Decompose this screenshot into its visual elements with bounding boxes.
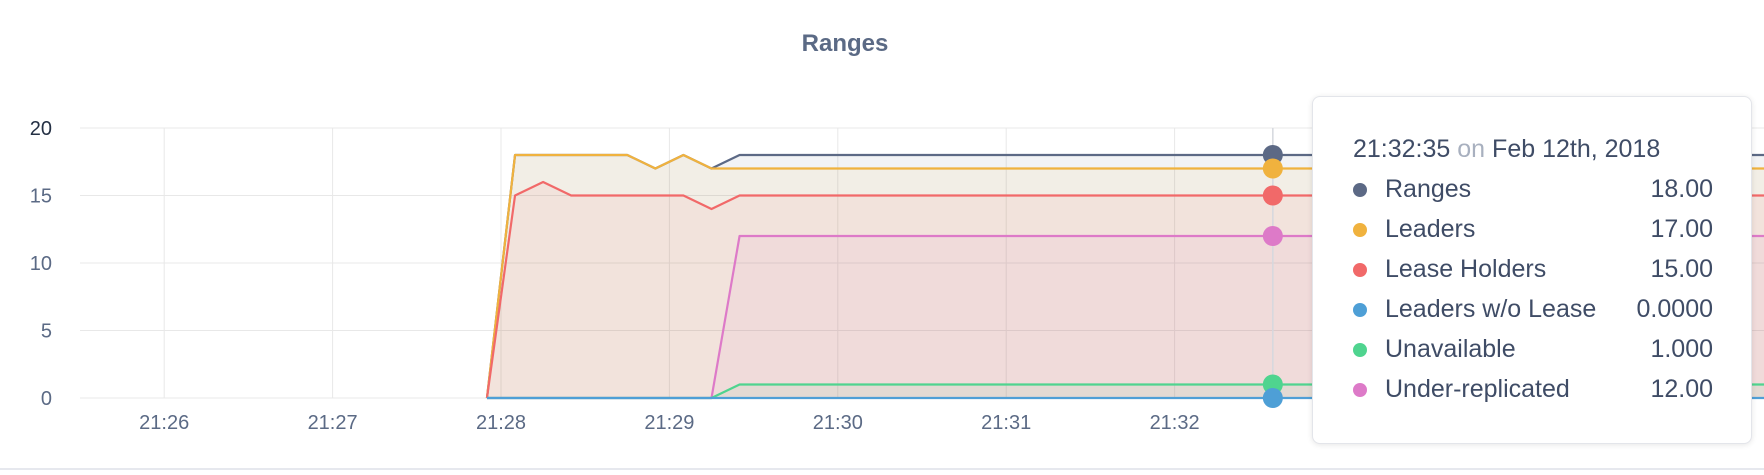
tooltip-series-value: 15.00 xyxy=(1650,255,1713,284)
y-tick-label: 10 xyxy=(30,253,52,275)
hover-marker xyxy=(1263,186,1283,206)
hover-marker xyxy=(1263,388,1283,408)
series-color-dot-icon xyxy=(1353,343,1367,357)
tooltip-series-value: 17.00 xyxy=(1650,215,1713,244)
y-tick-label: 0 xyxy=(41,388,52,410)
tooltip-series-name: Leaders w/o Lease xyxy=(1385,295,1596,324)
series-color-dot-icon xyxy=(1353,383,1367,397)
tooltip-date: Feb 12th, 2018 xyxy=(1492,135,1660,163)
tooltip-row: Lease Holders 15.00 xyxy=(1353,251,1713,291)
series-color-dot-icon xyxy=(1353,223,1367,237)
tooltip-on-word: on xyxy=(1457,135,1485,163)
y-tick-label: 15 xyxy=(30,186,52,208)
tooltip-row: Leaders 17.00 xyxy=(1353,211,1713,251)
x-tick-label: 21:29 xyxy=(644,412,694,434)
hover-marker xyxy=(1263,159,1283,179)
tooltip-time: 21:32:35 xyxy=(1353,135,1450,163)
x-tick-label: 21:31 xyxy=(981,412,1031,434)
tooltip-series-name: Unavailable xyxy=(1385,335,1516,364)
tooltip-series-name: Lease Holders xyxy=(1385,255,1546,284)
tooltip-row: Leaders w/o Lease 0.0000 xyxy=(1353,291,1713,331)
series-color-dot-icon xyxy=(1353,183,1367,197)
x-tick-label: 21:30 xyxy=(813,412,863,434)
x-tick-label: 21:28 xyxy=(476,412,526,434)
tooltip-series-name: Leaders xyxy=(1385,215,1475,244)
tooltip-series-name: Ranges xyxy=(1385,175,1471,204)
series-color-dot-icon xyxy=(1353,263,1367,277)
series-color-dot-icon xyxy=(1353,303,1367,317)
hover-marker xyxy=(1263,226,1283,246)
tooltip-series-value: 1.000 xyxy=(1650,335,1713,364)
x-tick-label: 21:26 xyxy=(139,412,189,434)
x-tick-label: 21:32 xyxy=(1150,412,1200,434)
tooltip-row: Unavailable 1.000 xyxy=(1353,331,1713,371)
tooltip-series-value: 0.0000 xyxy=(1637,295,1713,324)
hover-tooltip: 21:32:35 on Feb 12th, 2018 Ranges 18.00 Le… xyxy=(1312,96,1752,444)
tooltip-row: Under-replicated 12.00 xyxy=(1353,371,1713,411)
y-tick-label: 5 xyxy=(41,321,52,343)
tooltip-row: Ranges 18.00 xyxy=(1353,171,1713,211)
y-tick-label: 20 xyxy=(30,118,52,140)
tooltip-series-name: Under-replicated xyxy=(1385,375,1570,404)
tooltip-timestamp: 21:32:35 on Feb 12th, 2018 xyxy=(1353,135,1660,164)
x-tick-label: 21:27 xyxy=(308,412,358,434)
tooltip-series-value: 12.00 xyxy=(1650,375,1713,404)
tooltip-series-value: 18.00 xyxy=(1650,175,1713,204)
